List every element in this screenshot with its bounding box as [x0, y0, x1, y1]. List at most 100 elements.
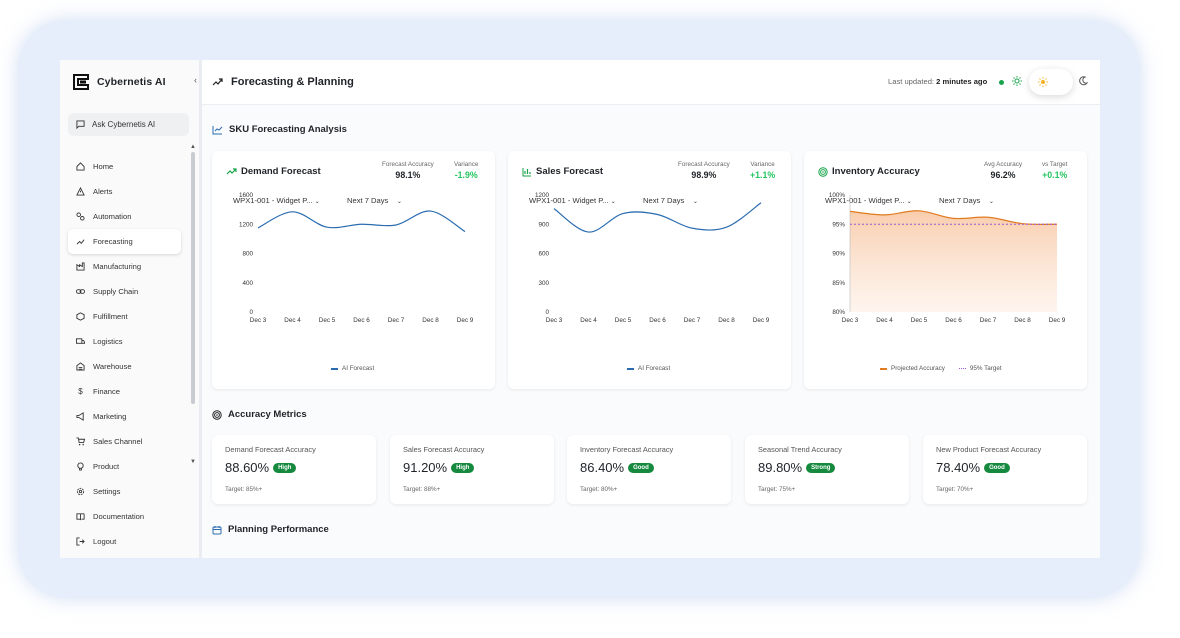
sidebar-item-label: Settings: [93, 487, 121, 496]
sku-select[interactable]: WPX1-001 - Widget P... ⌄: [529, 196, 616, 205]
theme-toggle[interactable]: [1029, 69, 1073, 95]
range-select[interactable]: Next 7 Days ⌄: [347, 196, 402, 205]
app-window: Cybernetis AI ‹ Ask Cybernetis AI Home A…: [60, 60, 1100, 558]
metric-value-row: 91.20% High: [403, 460, 475, 475]
x-tick-label: Dec 7: [684, 317, 701, 324]
metric-value-row: 88.60% High: [225, 460, 297, 475]
sidebar-scrollbar[interactable]: [191, 152, 195, 404]
warehouse-icon: [76, 362, 85, 371]
sku-select-value: WPX1-001 - Widget P...: [233, 196, 313, 205]
metric-value: 86.40%: [580, 460, 625, 475]
legend-item: AI Forecast: [627, 365, 670, 372]
x-tick-label: Dec 5: [615, 317, 632, 324]
sun-icon[interactable]: [1012, 76, 1022, 86]
section-sku-title: SKU Forecasting Analysis: [212, 124, 347, 135]
ask-ai-button[interactable]: Ask Cybernetis AI: [68, 113, 189, 136]
stat-value: -1.9%: [454, 170, 478, 180]
moon-icon[interactable]: [1078, 76, 1088, 86]
stat-label: Forecast Accuracy: [382, 161, 434, 168]
sidebar-item-supply-chain[interactable]: Supply Chain: [68, 279, 181, 304]
y-tick-label: 80%: [832, 309, 845, 316]
megaphone-icon: [76, 412, 84, 421]
scroll-down-icon[interactable]: ▼: [190, 459, 196, 465]
brand[interactable]: Cybernetis AI: [72, 73, 166, 91]
scroll-up-icon[interactable]: ▲: [190, 144, 196, 150]
status-badge: High: [273, 462, 297, 473]
demand-forecast-title: Demand Forecast: [226, 166, 321, 177]
chart-legend: Projected Accuracy 95% Target: [880, 365, 1002, 372]
sidebar-item-product[interactable]: Product: [68, 454, 181, 479]
sun-light-icon: [1038, 77, 1048, 87]
x-tick-label: Dec 3: [546, 317, 563, 324]
sidebar-item-logout[interactable]: Logout: [68, 529, 181, 554]
sidebar-item-warehouse[interactable]: Warehouse: [68, 354, 181, 379]
sales-forecast-chart: 0 300 600 900 1200 Dec 3 Dec 4 Dec 5 Dec 6 Dec 7 D…: [535, 192, 770, 324]
alert-icon: [76, 187, 85, 196]
stat-label: Avg Accuracy: [984, 161, 1023, 168]
sidebar-item-documentation[interactable]: Documentation: [68, 504, 181, 529]
sidebar-item-label: Marketing: [93, 412, 127, 421]
metric-target: Target: 88%+: [403, 486, 441, 493]
sidebar-item-label: Product: [93, 462, 120, 471]
ask-ai-label: Ask Cybernetis AI: [92, 120, 156, 129]
x-tick-label: Dec 9: [753, 317, 770, 324]
series-line: [849, 210, 1058, 225]
x-tick-label: Dec 5: [911, 317, 928, 324]
x-tick-label: Dec 7: [388, 317, 405, 324]
x-tick-label: Dec 3: [250, 317, 267, 324]
dollar-icon: $: [78, 387, 83, 396]
legend-label: AI Forecast: [342, 365, 375, 372]
sidebar-item-settings[interactable]: Settings: [68, 479, 181, 504]
sku-select[interactable]: WPX1-001 - Widget P... ⌄: [233, 196, 320, 205]
section-accuracy-label: Accuracy Metrics: [228, 409, 307, 420]
range-select[interactable]: Next 7 Days ⌄: [939, 196, 994, 205]
metric-title: Sales Forecast Accuracy: [403, 445, 485, 454]
y-tick-label: 85%: [832, 280, 845, 287]
sidebar-item-marketing[interactable]: Marketing: [68, 404, 181, 429]
sidebar-item-label: Logout: [93, 537, 117, 546]
x-tick-label: Dec 4: [580, 317, 597, 324]
y-tick-label: 0: [545, 309, 549, 316]
metric-value: 88.60%: [225, 460, 270, 475]
legend-item: Projected Accuracy: [880, 365, 945, 372]
sidebar-item-manufacturing[interactable]: Manufacturing: [68, 254, 181, 279]
metric-card: Demand Forecast Accuracy 88.60% High Targ…: [212, 435, 376, 504]
metric-card: Seasonal Trend Accuracy 89.80% Strong Tar…: [745, 435, 909, 504]
x-tick-label: Dec 6: [945, 317, 962, 324]
sidebar-item-automation[interactable]: Automation: [68, 204, 181, 229]
metric-card: Sales Forecast Accuracy 91.20% High Targe…: [390, 435, 554, 504]
metric-card: Inventory Forecast Accuracy 86.40% Good T…: [567, 435, 731, 504]
lightbulb-icon: [77, 462, 84, 471]
package-icon: [76, 312, 85, 321]
legend-swatch: [627, 367, 634, 370]
collapse-sidebar-icon[interactable]: ‹: [194, 75, 197, 85]
last-updated-label: Last updated:: [888, 77, 935, 86]
sku-select[interactable]: WPX1-001 - Widget P... ⌄: [825, 196, 912, 205]
sku-select-value: WPX1-001 - Widget P...: [529, 196, 609, 205]
chart-legend: AI Forecast: [627, 365, 670, 372]
sidebar-item-logistics[interactable]: Logistics: [68, 329, 181, 354]
status-badge: Good: [628, 462, 654, 473]
sidebar-item-fulfillment[interactable]: Fulfillment: [68, 304, 181, 329]
metric-title: Seasonal Trend Accuracy: [758, 445, 842, 454]
sidebar-item-label: Forecasting: [93, 237, 133, 246]
main-content: Forecasting & Planning Last updated: 2 m…: [202, 60, 1100, 558]
legend-label: Projected Accuracy: [891, 365, 945, 372]
sidebar-item-sales-channel[interactable]: Sales Channel: [68, 429, 181, 454]
metric-card: New Product Forecast Accuracy 78.40% Good…: [923, 435, 1087, 504]
x-tick-label: Dec 8: [718, 317, 735, 324]
x-tick-label: Dec 6: [649, 317, 666, 324]
chat-icon: [76, 120, 85, 129]
sidebar-item-forecasting[interactable]: Forecasting: [68, 229, 181, 254]
x-tick-label: Dec 8: [422, 317, 439, 324]
x-tick-label: Dec 9: [457, 317, 474, 324]
y-tick-label: 100%: [829, 192, 846, 199]
sidebar-item-alerts[interactable]: Alerts: [68, 179, 181, 204]
sidebar-item-label: Sales Channel: [93, 437, 143, 446]
sidebar-item-finance[interactable]: $ Finance: [68, 379, 181, 404]
stat-value: 98.9%: [691, 170, 717, 180]
range-select[interactable]: Next 7 Days ⌄: [643, 196, 698, 205]
sidebar-item-home[interactable]: Home: [68, 154, 181, 179]
logout-icon: [76, 537, 85, 546]
sidebar-item-label: Alerts: [93, 187, 113, 196]
